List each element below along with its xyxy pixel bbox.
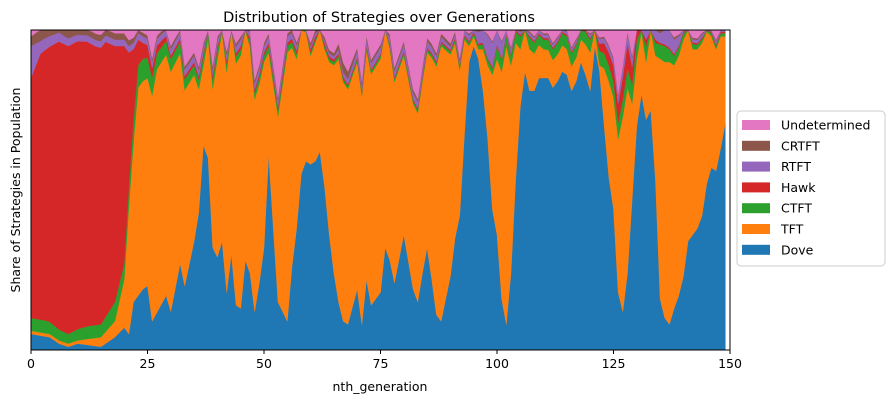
x-tick-label: 50 [256, 356, 272, 371]
legend-swatch-hawk [742, 182, 770, 193]
legend-label-hawk: Hawk [781, 180, 816, 195]
legend-frame [736, 110, 886, 267]
legend-swatch-ctft [742, 203, 770, 214]
x-axis-ticks: 0 25 50 75 100 125 150 [27, 350, 742, 371]
x-tick-label: 125 [602, 356, 626, 371]
legend-label-dove: Dove [781, 242, 814, 257]
legend-label-tft: TFT [780, 222, 804, 237]
legend: Undetermined CRTFT RTFT Hawk CTFT TFT Dove [736, 110, 886, 267]
x-tick-label: 75 [373, 356, 389, 371]
x-tick-label: 25 [140, 356, 156, 371]
legend-swatch-crtft [742, 140, 770, 151]
x-tick-label: 150 [718, 356, 742, 371]
x-tick-label: 0 [27, 356, 35, 371]
legend-swatch-undetermined [742, 120, 770, 130]
legend-label-ctft: CTFT [781, 201, 812, 216]
chart-title: Distribution of Strategies over Generati… [223, 10, 535, 26]
legend-label-crtft: CRTFT [781, 138, 820, 153]
legend-label-undetermined: Undetermined [781, 118, 870, 133]
legend-swatch-dove [742, 244, 770, 255]
legend-label-rtft: RTFT [781, 159, 811, 174]
x-axis-label: nth_generation [333, 379, 428, 394]
legend-swatch-tft [742, 224, 770, 234]
y-axis-label: Share of Strategies in Population [8, 88, 23, 293]
legend-swatch-rtft [742, 161, 770, 172]
x-tick-label: 100 [485, 356, 509, 371]
series-areas [30, 29, 726, 351]
